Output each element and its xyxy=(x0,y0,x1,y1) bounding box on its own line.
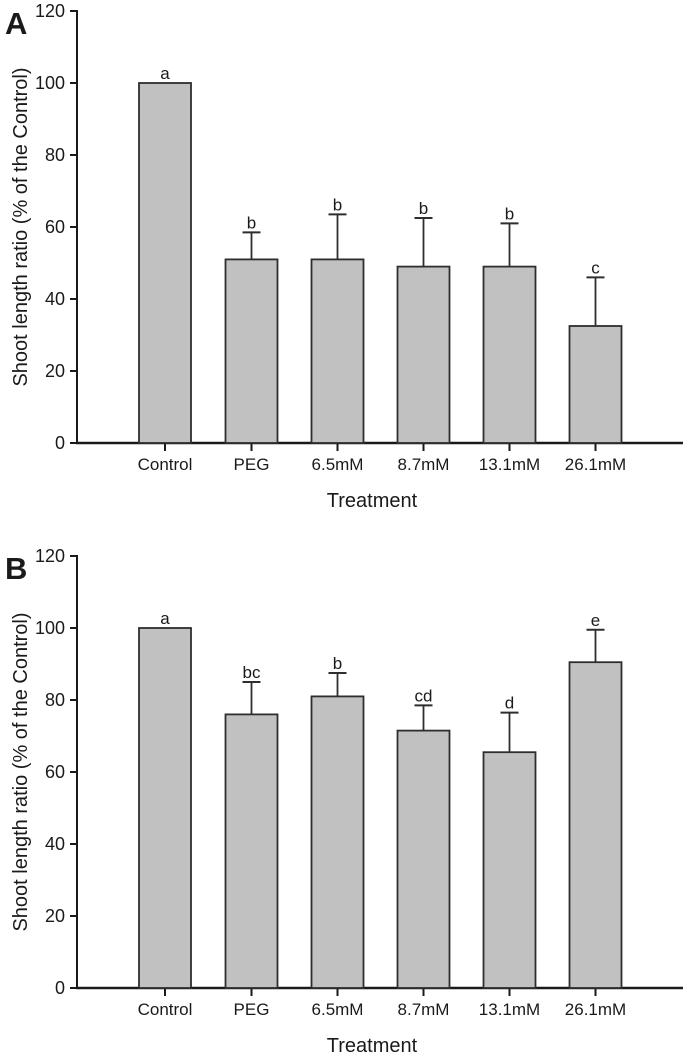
bar xyxy=(482,265,537,444)
bar xyxy=(310,258,365,444)
significance-letter: b xyxy=(505,204,514,223)
bar xyxy=(310,695,365,989)
y-tick-label: 80 xyxy=(45,145,65,165)
bar xyxy=(396,729,451,989)
x-tick-label: 8.7mM xyxy=(398,1000,450,1019)
significance-letter: b xyxy=(333,654,342,673)
panel-label: A xyxy=(5,6,27,41)
y-tick-label: 40 xyxy=(45,289,65,309)
significance-letter: b xyxy=(333,195,342,214)
x-axis-title: Treatment xyxy=(327,1035,418,1057)
y-tick-label: 40 xyxy=(45,834,65,854)
significance-letter: e xyxy=(591,611,600,630)
x-tick-label: 8.7mM xyxy=(398,455,450,474)
y-axis-title: Shoot length ratio (% of the Control) xyxy=(10,612,32,931)
bar xyxy=(224,258,279,444)
y-tick-label: 60 xyxy=(45,762,65,782)
significance-letter: b xyxy=(419,199,428,218)
panel-b-chart: B 0 20 40 60 80 100 120 Shoot length ratio (% of… xyxy=(5,546,683,1057)
panel-label: B xyxy=(5,551,27,586)
x-tick-label: Control xyxy=(138,455,193,474)
x-tick-label: PEG xyxy=(234,1000,270,1019)
x-tick-label: 13.1mM xyxy=(479,455,540,474)
x-tick-label: 26.1mM xyxy=(565,1000,626,1019)
y-tick-label: 100 xyxy=(35,73,65,93)
y-axis-title: Shoot length ratio (% of the Control) xyxy=(10,67,32,386)
y-tick-label: 0 xyxy=(55,978,65,998)
bar xyxy=(138,627,192,989)
significance-letter: cd xyxy=(415,686,433,705)
bar xyxy=(138,82,192,444)
significance-letter: c xyxy=(591,258,600,277)
x-tick-label: 6.5mM xyxy=(312,1000,364,1019)
panel-a-chart: A 0 20 40 60 80 100 120 Shoot length ratio (% of… xyxy=(5,1,683,512)
y-tick-label: 20 xyxy=(45,906,65,926)
bar xyxy=(482,751,537,989)
y-tick-label: 0 xyxy=(55,433,65,453)
x-tick-label: 6.5mM xyxy=(312,455,364,474)
x-tick-label: PEG xyxy=(234,455,270,474)
x-tick-label: 26.1mM xyxy=(565,455,626,474)
y-tick-label: 60 xyxy=(45,217,65,237)
significance-letter: bc xyxy=(243,663,261,682)
y-tick-label: 20 xyxy=(45,361,65,381)
bar xyxy=(224,713,279,989)
x-axis-title: Treatment xyxy=(327,490,418,512)
significance-letter: b xyxy=(247,213,256,232)
bar xyxy=(396,265,451,444)
y-tick-label: 80 xyxy=(45,690,65,710)
y-tick-label: 120 xyxy=(35,1,65,21)
significance-letter: d xyxy=(505,694,514,713)
bar xyxy=(568,661,623,989)
x-tick-label: Control xyxy=(138,1000,193,1019)
y-tick-label: 120 xyxy=(35,546,65,566)
y-tick-label: 100 xyxy=(35,618,65,638)
bar xyxy=(568,325,623,444)
significance-letter: a xyxy=(160,64,170,83)
x-tick-label: 13.1mM xyxy=(479,1000,540,1019)
significance-letter: a xyxy=(160,609,170,628)
